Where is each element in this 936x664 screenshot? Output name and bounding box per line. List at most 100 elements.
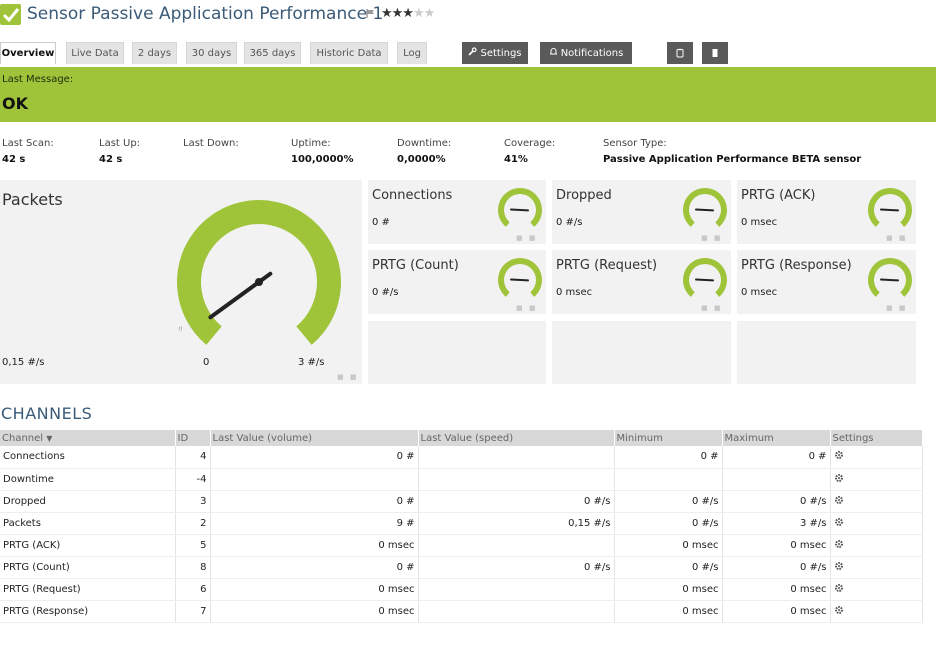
coverage-value: 41% xyxy=(504,154,528,165)
gauge-needle xyxy=(695,278,714,282)
gauge-panel-prtg-ack[interactable]: PRTG (ACK) 0 msec ■ ■ xyxy=(737,180,916,244)
gauge-panel-prtg-request[interactable]: PRTG (Request) 0 msec ■ ■ xyxy=(552,250,731,314)
gear-icon[interactable] xyxy=(834,539,844,549)
last-up-value: 42 s xyxy=(99,154,123,165)
gauge-value: 0 #/s xyxy=(556,217,583,228)
priority-stars[interactable]: ★★★★★ xyxy=(381,6,435,21)
table-row[interactable]: PRTG (ACK) 5 0 msec 0 msec 0 msec xyxy=(0,534,923,557)
col-channel[interactable]: Channel ▼ xyxy=(0,430,176,446)
flag-icon[interactable] xyxy=(366,9,376,21)
notifications-button[interactable]: Notifications xyxy=(540,42,632,64)
delete-icon[interactable] xyxy=(702,42,728,64)
channel-settings-cell xyxy=(830,512,923,535)
channels-table: Channel ▼ ID Last Value (volume) Last Va… xyxy=(0,430,923,623)
gauge-arc xyxy=(868,258,912,297)
channel-settings-cell xyxy=(830,578,923,601)
gauge-hub xyxy=(255,278,263,286)
panel-dots: ■ ■ xyxy=(701,304,723,312)
cell-id: 3 xyxy=(175,490,211,513)
gauge-panel-dropped[interactable]: Dropped 0 #/s ■ ■ xyxy=(552,180,731,244)
gauge-arc xyxy=(498,188,542,227)
col-minimum[interactable]: Minimum xyxy=(614,430,723,446)
gauge-title: Dropped xyxy=(556,188,612,203)
status-banner xyxy=(0,67,936,122)
gauge-needle xyxy=(510,208,529,212)
cell-channel[interactable]: Packets xyxy=(0,512,176,535)
tab-overview[interactable]: Overview xyxy=(0,42,56,64)
settings-button[interactable]: Settings xyxy=(462,42,528,64)
table-row[interactable]: Dropped 3 0 #0 #/s 0 #/s 0 #/s xyxy=(0,490,923,513)
last-message-label: Last Message: xyxy=(2,74,74,85)
cell-min: 0 #/s xyxy=(614,512,723,535)
gauge-panel-packets[interactable]: Packets !! 0,15 #/s 0 3 #/s ■ ■ xyxy=(0,180,362,384)
gauge-arc xyxy=(498,258,542,297)
gauge-panel-prtg-response[interactable]: PRTG (Response) 0 msec ■ ■ xyxy=(737,250,916,314)
cell-channel[interactable]: PRTG (ACK) xyxy=(0,534,176,557)
cell-volume: 9 # xyxy=(210,512,419,535)
panel-dots: ■ ■ xyxy=(886,234,908,242)
cell-channel[interactable]: PRTG (Request) xyxy=(0,578,176,601)
tab-live-data[interactable]: Live Data xyxy=(66,42,124,64)
cell-id: 8 xyxy=(175,556,211,579)
gauge-title: PRTG (ACK) xyxy=(741,188,816,203)
packets-gauge: !! xyxy=(177,200,341,345)
col-last-value-speed[interactable]: Last Value (speed) xyxy=(418,430,615,446)
gear-icon[interactable] xyxy=(834,517,844,527)
gauge-prtg-request xyxy=(683,258,727,297)
channel-settings-cell xyxy=(830,468,923,491)
cell-id: -4 xyxy=(175,468,211,491)
col-last-value-volume[interactable]: Last Value (volume) xyxy=(210,430,419,446)
tab-historic-data[interactable]: Historic Data xyxy=(310,42,388,64)
gear-icon[interactable] xyxy=(834,450,844,460)
clipboard-icon[interactable] xyxy=(667,42,693,64)
cell-speed: 0 #/s xyxy=(418,556,615,579)
cell-speed xyxy=(418,534,615,557)
gear-icon[interactable] xyxy=(834,473,844,483)
empty-panel xyxy=(368,321,546,384)
stars-filled: ★★★ xyxy=(381,6,414,21)
tab-365-days[interactable]: 365 days xyxy=(244,42,301,64)
gauge-panel-prtg-count[interactable]: PRTG (Count) 0 #/s ■ ■ xyxy=(368,250,546,314)
table-row[interactable]: PRTG (Response) 7 0 msec 0 msec 0 msec xyxy=(0,600,923,623)
cell-min: 0 msec xyxy=(614,600,723,623)
gear-icon[interactable] xyxy=(834,605,844,615)
gauge-value: 0 msec xyxy=(741,217,778,228)
gear-icon[interactable] xyxy=(834,583,844,593)
cell-speed xyxy=(418,446,615,469)
col-maximum[interactable]: Maximum xyxy=(722,430,831,446)
gauge-value: 0 msec xyxy=(556,287,593,298)
gauge-needle xyxy=(880,278,899,282)
cell-id: 4 xyxy=(175,446,211,469)
panel-dots: ■ ■ xyxy=(886,304,908,312)
table-row[interactable]: Downtime -4 xyxy=(0,468,923,491)
gauge-needle xyxy=(510,278,529,282)
tab-2-days[interactable]: 2 days xyxy=(132,42,177,64)
gauge-needle xyxy=(695,208,714,212)
table-row[interactable]: PRTG (Request) 6 0 msec 0 msec 0 msec xyxy=(0,578,923,601)
cell-channel[interactable]: Connections xyxy=(0,446,176,469)
tab-bar: Overview Live Data 2 days 30 days 365 da… xyxy=(0,42,936,64)
cell-channel[interactable]: PRTG (Response) xyxy=(0,600,176,623)
cell-channel[interactable]: PRTG (Count) xyxy=(0,556,176,579)
cell-channel[interactable]: Downtime xyxy=(0,468,176,491)
col-settings: Settings xyxy=(830,430,923,446)
gauge-prtg-count xyxy=(498,258,542,297)
channels-title: CHANNELS xyxy=(1,404,93,423)
tab-30-days[interactable]: 30 days xyxy=(186,42,237,64)
table-row[interactable]: PRTG (Count) 8 0 #0 #/s 0 #/s 0 #/s xyxy=(0,556,923,579)
cell-speed xyxy=(418,468,615,491)
gear-icon[interactable] xyxy=(834,495,844,505)
gear-icon[interactable] xyxy=(834,561,844,571)
table-row[interactable]: Connections 4 0 #0 #0 # xyxy=(0,446,923,469)
col-id[interactable]: ID xyxy=(175,430,211,446)
channel-settings-cell xyxy=(830,600,923,623)
gauge-arc xyxy=(177,200,341,345)
gauge-value: 0 msec xyxy=(741,287,778,298)
cell-volume: 0 # xyxy=(210,446,419,469)
table-row[interactable]: Packets 2 9 #0,15 #/s 0 #/s 3 #/s xyxy=(0,512,923,535)
tab-log[interactable]: Log xyxy=(397,42,427,64)
panel-dots: ■ ■ xyxy=(337,373,359,381)
cell-channel[interactable]: Dropped xyxy=(0,490,176,513)
cell-min xyxy=(614,468,723,491)
gauge-panel-connections[interactable]: Connections 0 # ■ ■ xyxy=(368,180,546,244)
